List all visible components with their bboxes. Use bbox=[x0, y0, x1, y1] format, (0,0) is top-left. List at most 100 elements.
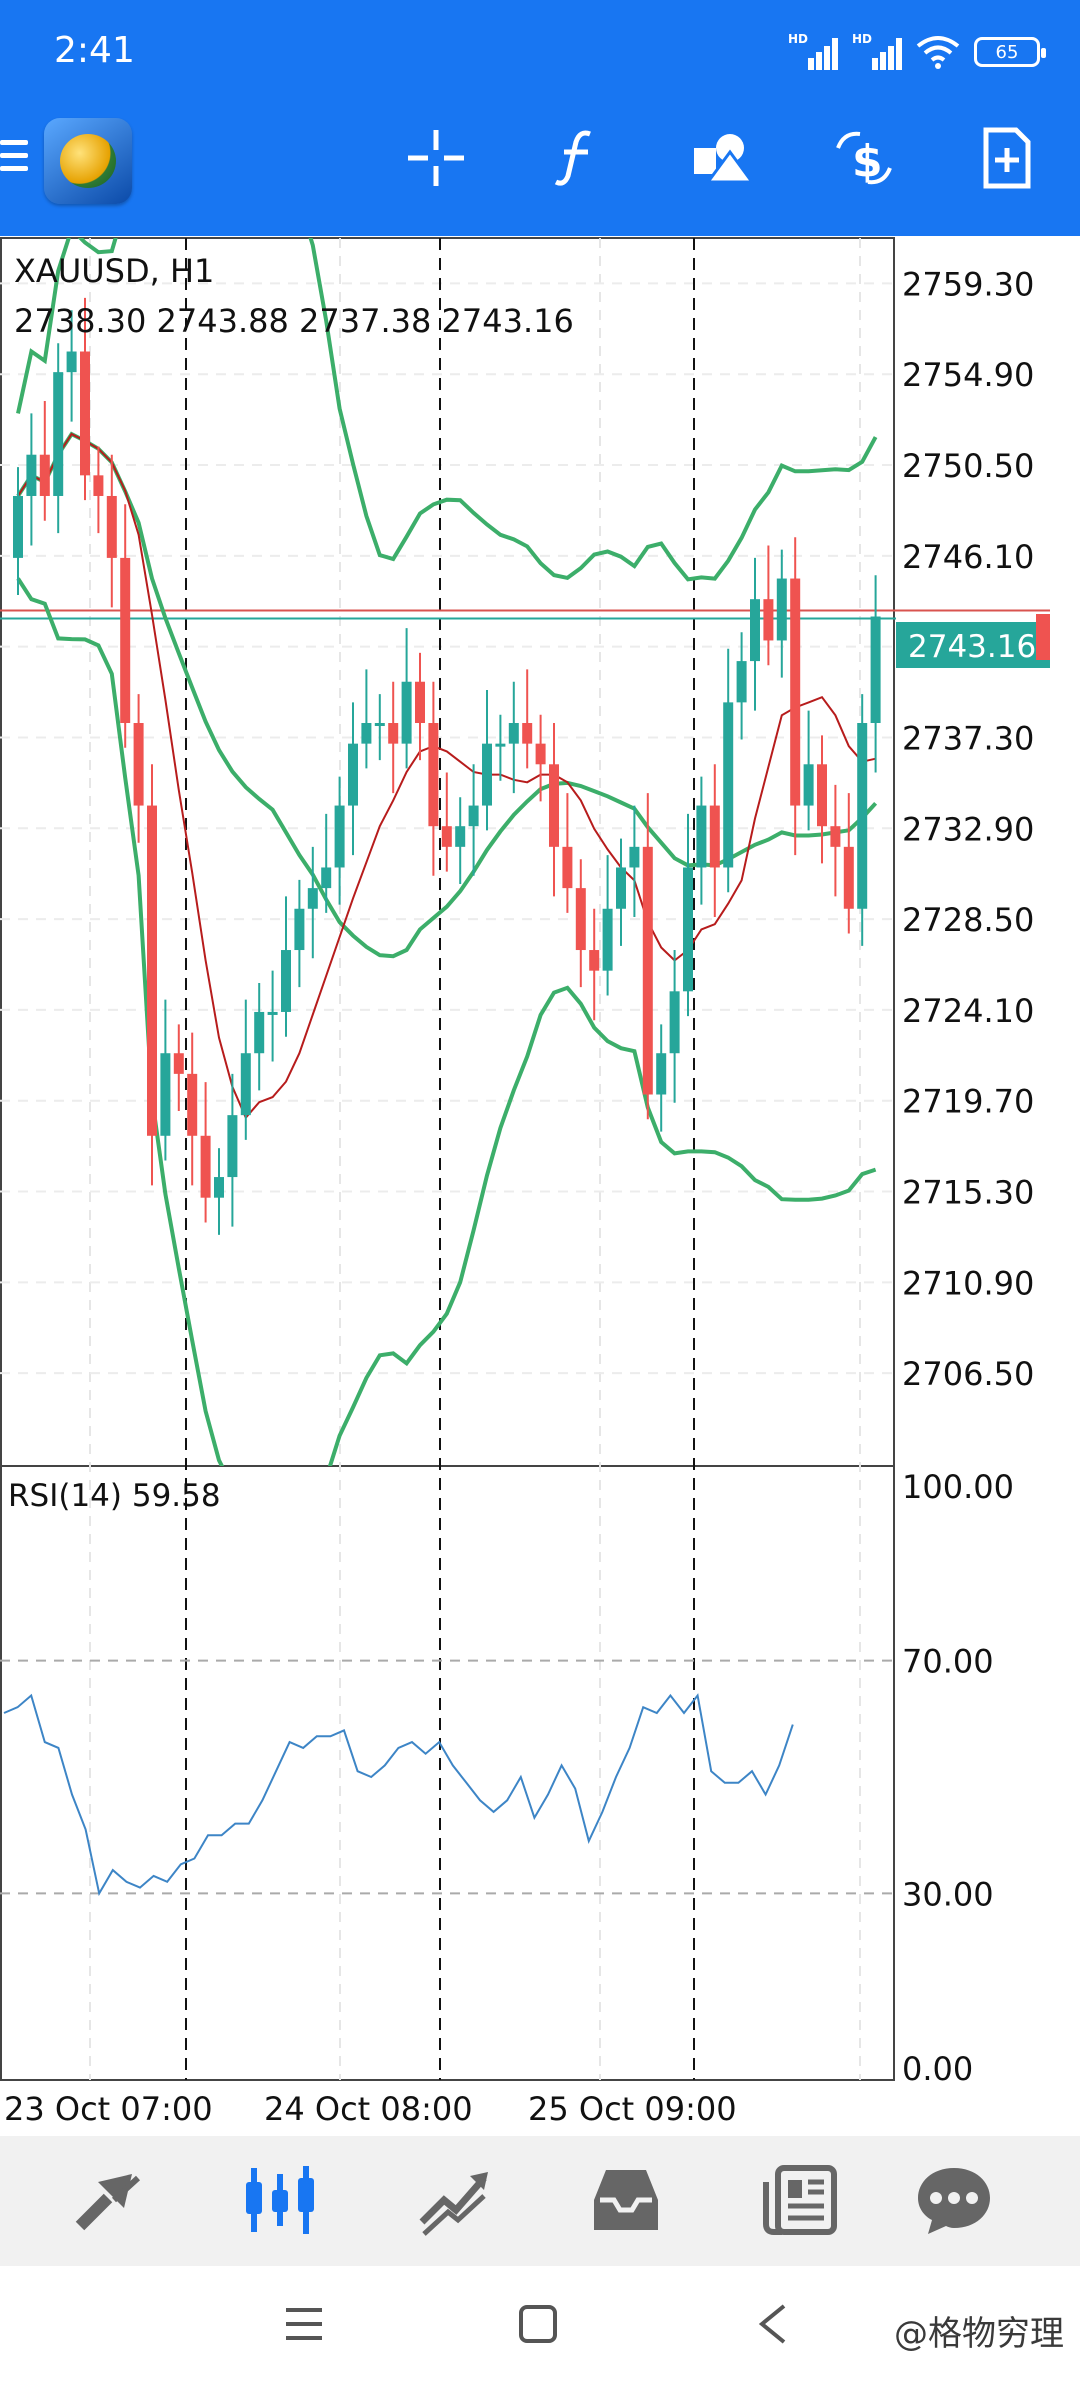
rsi-axis-label: 70.00 bbox=[902, 1643, 994, 1681]
candle-body bbox=[763, 599, 774, 641]
candle-body bbox=[160, 1053, 171, 1136]
chat-icon[interactable] bbox=[914, 2160, 994, 2240]
candle-body bbox=[240, 1053, 251, 1116]
chart-frame bbox=[0, 237, 895, 2081]
system-nav bbox=[0, 2266, 1080, 2400]
candles bbox=[13, 297, 881, 1235]
price-axis-label: 2710.90 bbox=[902, 1264, 1034, 1302]
rsi-label: RSI(14) 59.58 bbox=[8, 1478, 221, 1514]
candle-body bbox=[790, 578, 801, 806]
bollinger-upper-line bbox=[16, 238, 878, 582]
candle-body bbox=[13, 495, 23, 558]
candle-body bbox=[750, 599, 760, 662]
candle-body bbox=[120, 557, 131, 724]
quotes-icon[interactable] bbox=[68, 2160, 148, 2240]
home-icon[interactable] bbox=[518, 2304, 558, 2344]
candle-body bbox=[776, 578, 787, 641]
back-icon[interactable] bbox=[756, 2302, 790, 2346]
app-toolbar: 2:41 HD HD 65 $ bbox=[0, 0, 1080, 236]
candle-body bbox=[562, 846, 573, 889]
candle-body bbox=[642, 846, 653, 1095]
current-price-label: 2743.16 bbox=[908, 629, 1036, 665]
candle-body bbox=[817, 764, 827, 827]
candle-body bbox=[307, 888, 318, 909]
price-axis-label: 2724.10 bbox=[902, 992, 1034, 1030]
battery-icon: 65 bbox=[974, 37, 1046, 67]
price-marker bbox=[1036, 614, 1050, 660]
candle-body bbox=[361, 723, 372, 744]
trade-chart-icon[interactable] bbox=[414, 2160, 494, 2240]
candle-body bbox=[254, 1011, 265, 1054]
price-axis-label: 2719.70 bbox=[902, 1083, 1034, 1121]
signal-label: HD bbox=[852, 32, 873, 46]
candle-body bbox=[575, 888, 586, 951]
candle-body bbox=[602, 908, 613, 971]
candle-body bbox=[348, 743, 358, 806]
trade-icon[interactable]: $ bbox=[832, 126, 896, 190]
new-chart-icon[interactable] bbox=[974, 126, 1038, 190]
chart-area[interactable]: 100.00 70.00 30.00 0.00 2759.30 2754.90 2750.… bbox=[0, 236, 1080, 2136]
signal-label: HD bbox=[788, 32, 809, 46]
time-label: 24 Oct 08:00 bbox=[264, 2090, 473, 2128]
chart-symbol: XAUUSD, H1 bbox=[14, 252, 214, 290]
price-axis-label: 2706.50 bbox=[902, 1355, 1034, 1393]
wifi-icon bbox=[916, 36, 960, 69]
candle-body bbox=[173, 1053, 184, 1074]
candle-body bbox=[683, 867, 693, 992]
rsi-line bbox=[3, 1693, 794, 1897]
candle-body bbox=[26, 454, 37, 496]
price-axis-label: 2728.50 bbox=[902, 901, 1034, 939]
candle-body bbox=[428, 723, 439, 827]
function-icon[interactable] bbox=[546, 126, 610, 190]
candle-body bbox=[629, 846, 640, 868]
candle-body bbox=[616, 867, 626, 909]
bottom-nav bbox=[0, 2136, 1080, 2266]
candle-body bbox=[589, 950, 600, 971]
candle-body bbox=[281, 950, 291, 1012]
history-icon[interactable] bbox=[586, 2160, 666, 2240]
price-axis-label: 2715.30 bbox=[902, 1174, 1034, 1212]
chart-grid bbox=[0, 237, 1050, 2081]
candle-body bbox=[374, 723, 385, 727]
svg-text:$: $ bbox=[852, 136, 883, 187]
candle-body bbox=[321, 867, 332, 889]
objects-icon[interactable] bbox=[690, 126, 754, 190]
candle-body bbox=[468, 805, 479, 827]
recent-apps-icon[interactable] bbox=[282, 2302, 326, 2346]
rsi-axis-label: 0.00 bbox=[902, 2050, 973, 2088]
battery-level: 65 bbox=[995, 41, 1019, 63]
candle-body bbox=[508, 723, 519, 744]
moving-average-line bbox=[17, 432, 876, 1120]
news-icon[interactable] bbox=[760, 2160, 840, 2240]
candle-body bbox=[441, 826, 452, 847]
price-axis-label: 2754.90 bbox=[902, 356, 1034, 394]
candle-body bbox=[495, 743, 506, 747]
crosshair-icon[interactable] bbox=[404, 126, 468, 190]
candle-body bbox=[709, 805, 720, 868]
chart-icon[interactable] bbox=[240, 2160, 320, 2240]
price-axis-label: 2759.30 bbox=[902, 265, 1034, 303]
candle-body bbox=[200, 1135, 211, 1198]
candle-body bbox=[696, 805, 707, 868]
candle-body bbox=[334, 805, 345, 868]
candle-body bbox=[401, 681, 412, 744]
price-axis-label: 2737.30 bbox=[902, 719, 1034, 757]
candle-body bbox=[53, 372, 64, 496]
candle-body bbox=[843, 846, 854, 909]
bollinger-bands bbox=[16, 238, 878, 1466]
bollinger-middle-line bbox=[16, 431, 878, 959]
candle-body bbox=[415, 681, 425, 724]
price-axis-label: 2750.50 bbox=[902, 447, 1034, 485]
current-price-badge bbox=[896, 622, 1050, 668]
rsi-axis-label: 30.00 bbox=[902, 1875, 994, 1913]
candle-body bbox=[388, 723, 399, 744]
candle-body bbox=[39, 454, 50, 496]
menu-icon[interactable] bbox=[0, 140, 28, 180]
candle-body bbox=[187, 1073, 198, 1136]
candle-body bbox=[133, 723, 144, 806]
candle-body bbox=[267, 1011, 278, 1015]
candle-body bbox=[830, 826, 841, 847]
candle-body bbox=[93, 475, 104, 496]
candle-body bbox=[723, 702, 734, 868]
candle-body bbox=[80, 351, 90, 476]
